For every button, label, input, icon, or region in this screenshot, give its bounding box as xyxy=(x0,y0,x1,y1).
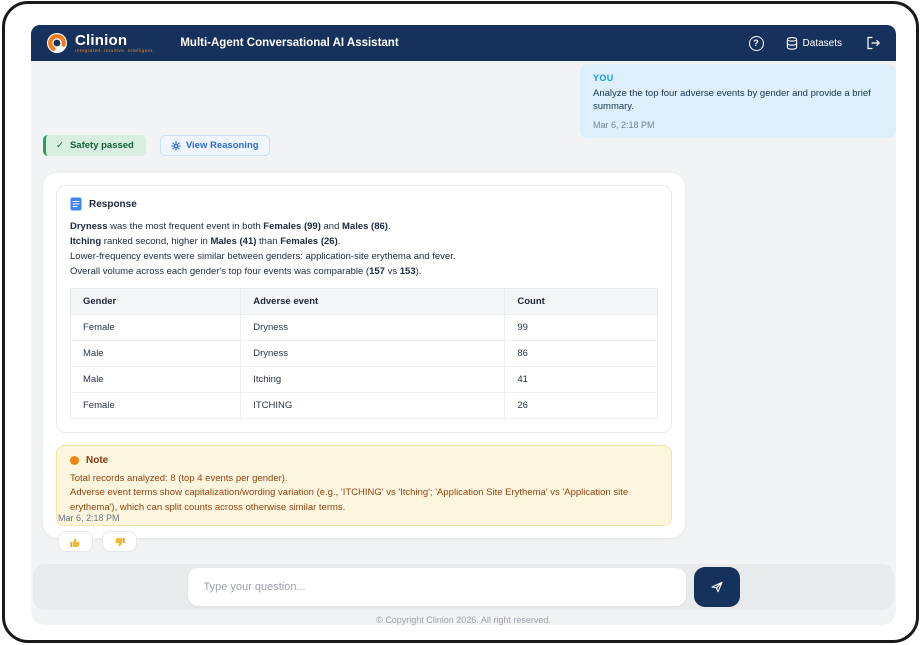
thumbs-up-button[interactable] xyxy=(58,531,93,552)
navbar: Clinion Integrated. Intuitive. Intellige… xyxy=(31,25,896,61)
composer-bar xyxy=(33,564,894,610)
table-row: Female Dryness 99 xyxy=(69,314,658,342)
assistant-message-card: Response Dryness was the most frequent e… xyxy=(43,173,685,538)
response-line: Overall volume across each gender's top … xyxy=(70,266,422,278)
sparkle-icon xyxy=(170,140,181,151)
response-line: Lower-frequency events were similar betw… xyxy=(70,251,456,263)
thumbs-down-icon xyxy=(115,537,125,547)
user-message-bubble: YOU Analyze the top four adverse events … xyxy=(580,64,896,138)
response-summary: Dryness was the most frequent event in b… xyxy=(70,220,658,279)
view-reasoning-label: View Reasoning xyxy=(185,140,259,151)
user-sender-label: YOU xyxy=(593,73,614,83)
adverse-events-table: Gender Adverse event Count Female Drynes… xyxy=(69,288,658,420)
table-row: Male Dryness 86 xyxy=(69,340,658,368)
note-dot-icon xyxy=(70,456,79,466)
col-header-gender: Gender xyxy=(69,288,242,316)
note-line: Adverse event terms show capitalization/… xyxy=(70,487,629,513)
chat-area: YOU Analyze the top four adverse events … xyxy=(31,61,896,625)
feedback-buttons xyxy=(58,531,137,552)
assistant-message-timestamp: Mar 6, 2:18 PM xyxy=(58,513,120,523)
table-row: Male Itching 41 xyxy=(69,366,658,394)
note-body: Total records analyzed: 8 (top 4 events … xyxy=(70,472,658,515)
logout-icon xyxy=(867,36,881,50)
page-title: Multi-Agent Conversational AI Assistant xyxy=(180,37,399,49)
response-line: Itching ranked second, higher in Males (… xyxy=(70,236,341,248)
note-header-label: Note xyxy=(86,455,109,467)
badges-row: ✓ Safety passed View Reasoning xyxy=(43,135,270,156)
safety-passed-label: Safety passed xyxy=(69,140,134,151)
clinion-logo: Clinion Integrated. Intuitive. Intellige… xyxy=(46,32,154,54)
datasets-button[interactable]: Datasets xyxy=(786,36,842,50)
document-icon xyxy=(70,197,82,211)
table-header-row: Gender Adverse event Count xyxy=(69,288,658,316)
clinion-logo-icon xyxy=(47,33,67,53)
send-icon xyxy=(710,581,723,593)
logout-button[interactable] xyxy=(866,36,881,50)
response-header-label: Response xyxy=(89,198,137,210)
question-input[interactable] xyxy=(187,568,686,606)
response-line: Dryness was the most frequent event in b… xyxy=(70,221,391,232)
col-header-count: Count xyxy=(504,288,658,316)
logo-text: Clinion xyxy=(75,31,128,49)
view-reasoning-button[interactable]: View Reasoning xyxy=(159,135,270,156)
user-message-timestamp: Mar 6, 2:18 PM xyxy=(593,119,655,130)
note-section: Note Total records analyzed: 8 (top 4 ev… xyxy=(56,445,672,526)
logo-tagline: Integrated. Intuitive. Intelligent. xyxy=(75,48,155,54)
database-icon xyxy=(786,36,797,50)
copyright-footer: © Copyright Clinion 2026. All right rese… xyxy=(376,615,551,625)
check-icon: ✓ xyxy=(56,140,64,151)
datasets-label: Datasets xyxy=(802,37,842,49)
help-icon[interactable]: ? xyxy=(748,35,764,51)
table-row: Female ITCHING 26 xyxy=(69,392,658,420)
note-line: Total records analyzed: 8 (top 4 events … xyxy=(70,473,288,485)
app-container: Clinion Integrated. Intuitive. Intellige… xyxy=(31,25,896,625)
thumbs-down-button[interactable] xyxy=(102,531,137,552)
response-section: Response Dryness was the most frequent e… xyxy=(56,185,672,434)
user-message-text: Analyze the top four adverse events by g… xyxy=(593,88,871,112)
col-header-adverse-event: Adverse event xyxy=(240,288,506,316)
safety-passed-badge: ✓ Safety passed xyxy=(43,135,146,156)
send-button[interactable] xyxy=(693,567,740,607)
thumbs-up-icon xyxy=(70,538,80,548)
